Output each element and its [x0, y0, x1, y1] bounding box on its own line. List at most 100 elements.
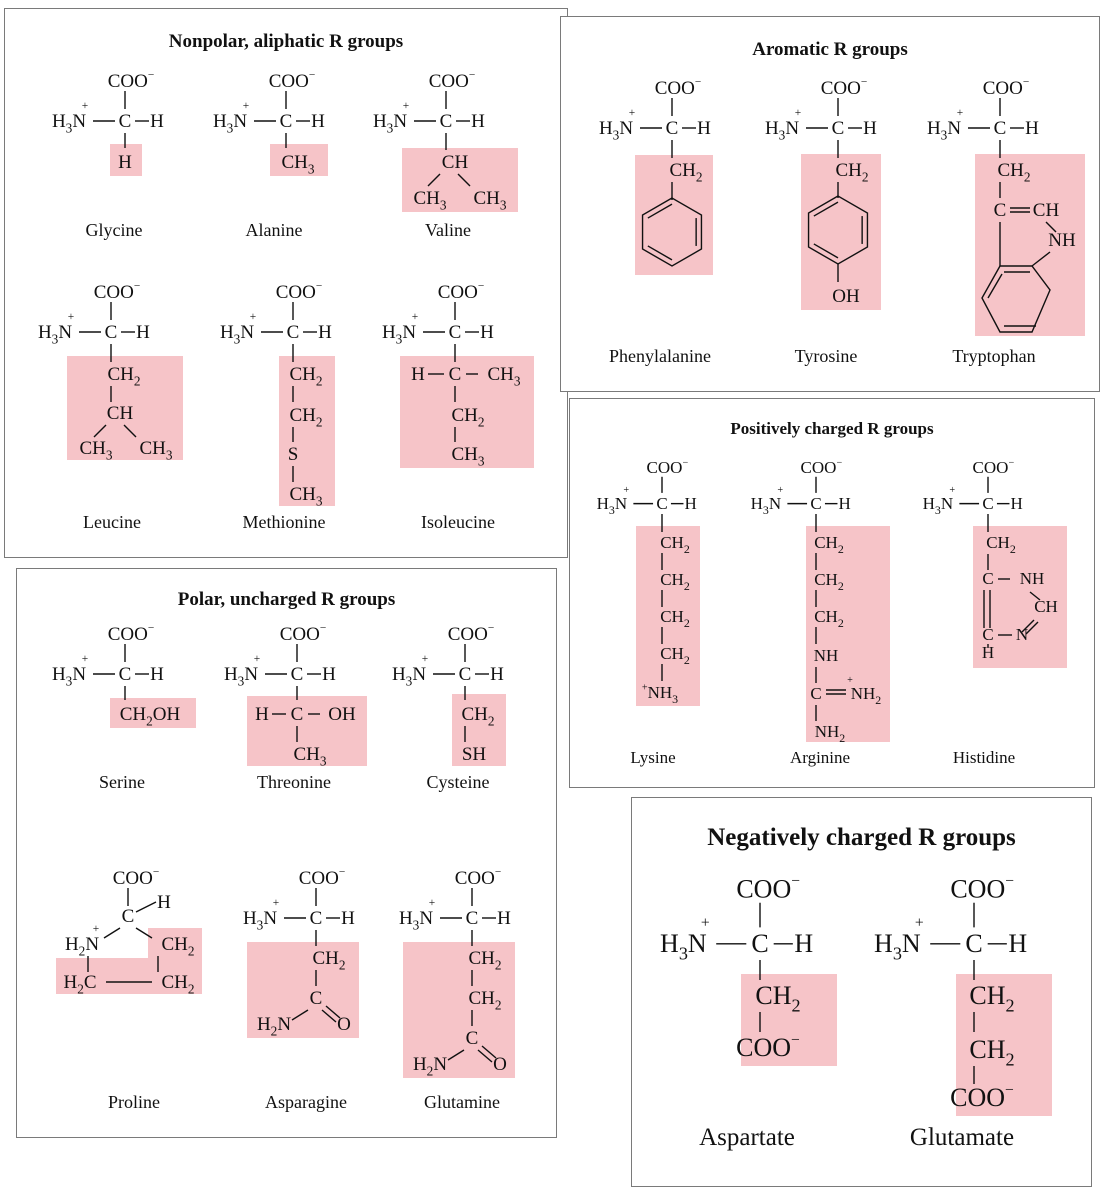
- tyrosine-alpha-carbon: C: [832, 118, 845, 139]
- histidine-hydrogen: H: [1010, 494, 1022, 513]
- leucine-carboxylate: COO−: [94, 280, 141, 303]
- bond-line: [103, 927, 121, 939]
- tryptophan-r-nh: NH: [1048, 230, 1076, 251]
- glutamate-carboxylate: COO−: [950, 873, 1014, 904]
- name-glutamine: Glutamine: [424, 1092, 500, 1112]
- valine-r-ch: CH: [442, 152, 469, 173]
- proline-alpha-carbon: C: [122, 906, 135, 927]
- histidine-r-c-a: C: [982, 569, 993, 588]
- alanine-carboxylate: COO−: [269, 69, 316, 92]
- phenylalanine-benzene-ring: [641, 197, 703, 267]
- lysine-alpha-carbon: C: [656, 494, 667, 513]
- tyrosine-ammonium: H3N: [765, 118, 799, 142]
- aspartate-carboxylate: COO−: [736, 873, 800, 904]
- arginine-r-ch2-b: CH2: [814, 570, 844, 593]
- bond-line: [123, 424, 137, 438]
- lysine-r-nh3: +NH3: [642, 682, 678, 705]
- cysteine-carboxylate: COO−: [448, 622, 495, 645]
- bond-line: [1031, 251, 1051, 267]
- name-isoleucine: Isoleucine: [421, 512, 495, 532]
- threonine-r-c: C: [291, 704, 304, 725]
- serine-carboxylate: COO−: [108, 622, 155, 645]
- histidine-plus-charge: +: [949, 485, 955, 496]
- methionine-plus-charge: +: [250, 311, 256, 323]
- proline-ammonium: H2N: [65, 934, 99, 958]
- isoleucine-plus-charge: +: [412, 311, 418, 323]
- asparagine-r-h2n: H2N: [257, 1014, 291, 1038]
- bond-line: [93, 424, 107, 438]
- leucine-ammonium: H3N: [38, 322, 72, 346]
- asparagine-r-c: C: [310, 988, 323, 1009]
- isoleucine-r-ch3-b: CH3: [451, 444, 484, 468]
- tryptophan-hydrogen: H: [1025, 118, 1039, 139]
- isoleucine-r-c: C: [449, 364, 462, 385]
- glutamine-carboxylate: COO−: [455, 866, 502, 889]
- threonine-hydrogen: H: [322, 664, 336, 685]
- threonine-plus-charge: +: [254, 653, 260, 665]
- isoleucine-hydrogen: H: [480, 322, 494, 343]
- name-valine: Valine: [425, 220, 471, 240]
- arginine-r-ch2-a: CH2: [814, 533, 844, 556]
- glutamine-r-c: C: [466, 1028, 479, 1049]
- bond-line: [457, 173, 471, 187]
- tryptophan-r-ch2: CH2: [997, 160, 1030, 184]
- bond-line: [1029, 591, 1041, 601]
- lysine-ammonium: H3N: [597, 494, 628, 517]
- bond-line: [447, 1049, 465, 1061]
- phenylalanine-carboxylate: COO−: [655, 76, 702, 99]
- proline-r-ch2-b: CH2: [161, 972, 194, 996]
- leucine-r-ch3-b: CH3: [139, 438, 172, 462]
- histidine-ammonium: H3N: [923, 494, 954, 517]
- asparagine-alpha-carbon: C: [310, 908, 323, 929]
- histidine-alpha-carbon: C: [982, 494, 993, 513]
- alanine-r-ch3: CH3: [281, 152, 314, 176]
- tyrosine-benzene-double-bond: [813, 243, 839, 259]
- name-proline: Proline: [108, 1092, 160, 1112]
- glycine-hydrogen: H: [150, 111, 164, 132]
- isoleucine-r-ch3-a: CH3: [487, 364, 520, 388]
- tyrosine-hydrogen: H: [863, 118, 877, 139]
- panel-title-nonpolar: Nonpolar, aliphatic R groups: [168, 31, 404, 52]
- tyrosine-carboxylate: COO−: [821, 76, 868, 99]
- arginine-ammonium: H3N: [751, 494, 782, 517]
- phenylalanine-r-ch2: CH2: [669, 160, 702, 184]
- lysine-r-ch2-b: CH2: [660, 570, 690, 593]
- valine-hydrogen: H: [471, 111, 485, 132]
- tyrosine-benzene-double-bond: [813, 201, 839, 217]
- tryptophan-plus-charge: +: [957, 107, 963, 119]
- histidine-r-ch: CH: [1034, 597, 1058, 616]
- glutamate-hydrogen: H: [1008, 929, 1027, 958]
- tryptophan-carboxylate: COO−: [983, 76, 1030, 99]
- phenylalanine-benzene-double-bond: [647, 203, 673, 219]
- proline-r-ch2-a: CH2: [161, 934, 194, 958]
- arginine-plus-charge: +: [847, 675, 853, 686]
- asparagine-hydrogen: H: [341, 908, 355, 929]
- glycine-r-h: H: [118, 152, 132, 173]
- phenylalanine-plus-charge: +: [629, 107, 635, 119]
- glutamine-alpha-carbon: C: [466, 908, 479, 929]
- asparagine-r-o: O: [337, 1014, 351, 1035]
- phenylalanine-alpha-carbon: C: [666, 118, 679, 139]
- glycine-ammonium: H3N: [52, 111, 86, 135]
- bond-line: [135, 901, 157, 913]
- alanine-hydrogen: H: [311, 111, 325, 132]
- alanine-alpha-carbon: C: [280, 111, 293, 132]
- valine-r-ch3-b: CH3: [473, 188, 506, 212]
- isoleucine-carboxylate: COO−: [438, 280, 485, 303]
- name-glycine: Glycine: [85, 220, 143, 240]
- bond-line: [321, 1009, 337, 1023]
- cysteine-alpha-carbon: C: [459, 664, 472, 685]
- tyrosine-plus-charge: +: [795, 107, 801, 119]
- aspartate-r-ch2: CH2: [755, 981, 800, 1015]
- alanine-plus-charge: +: [243, 100, 249, 112]
- glutamate-alpha-carbon: C: [965, 929, 982, 958]
- histidine-r-n: N: [1016, 625, 1028, 644]
- name-alanine: Alanine: [245, 220, 303, 240]
- phenylalanine-benzene-double-bond: [647, 245, 673, 261]
- cysteine-r-ch2: CH2: [461, 704, 494, 728]
- glutamine-r-ch2-b: CH2: [468, 988, 501, 1012]
